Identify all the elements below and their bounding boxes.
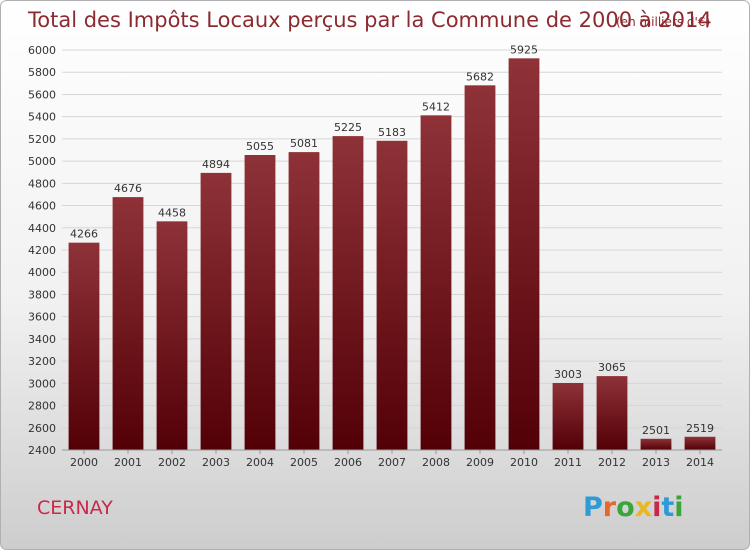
- bar-value-label: 5055: [246, 140, 274, 153]
- bar-value-label: 4676: [114, 182, 142, 195]
- proxiti-logo: Proxiti: [583, 492, 684, 523]
- bar-value-label: 5412: [422, 100, 450, 113]
- y-tick-label: 5800: [28, 66, 56, 79]
- bar: [420, 115, 452, 450]
- bar: [552, 383, 584, 450]
- x-axis: 2000 2001 2002 2003 2004 2005 2006 2007 2008 2009…: [62, 449, 722, 469]
- y-tick-label: 5200: [28, 133, 56, 146]
- bar: [244, 155, 276, 450]
- y-tick-label: 3400: [28, 333, 56, 346]
- y-tick-label: 3600: [28, 311, 56, 324]
- bar: [376, 140, 408, 450]
- bar: [112, 197, 144, 450]
- logo-letter: x: [635, 492, 652, 523]
- x-tick-label: 2012: [598, 456, 626, 469]
- logo-letter: i: [674, 492, 683, 523]
- y-tick-label: 6000: [28, 44, 56, 57]
- x-tick-label: 2010: [510, 456, 538, 469]
- logo-letter: P: [583, 492, 603, 523]
- y-tick-label: 3000: [28, 377, 56, 390]
- bar-value-label: 5682: [466, 70, 494, 83]
- bar: [288, 152, 320, 450]
- bar: [596, 376, 628, 450]
- bar-value-label: 4266: [70, 228, 98, 241]
- bars: [68, 58, 716, 450]
- y-tick-label: 4000: [28, 266, 56, 279]
- x-tick-label: 2003: [202, 456, 230, 469]
- bar: [68, 242, 100, 450]
- logo-letter: i: [652, 492, 661, 523]
- x-tick-label: 2005: [290, 456, 318, 469]
- x-tick-label: 2000: [70, 456, 98, 469]
- y-tick-label: 2800: [28, 400, 56, 413]
- x-tick-label: 2002: [158, 456, 186, 469]
- x-tick-label: 2001: [114, 456, 142, 469]
- chart-title-unit: (en milliers d'€): [616, 15, 710, 29]
- y-tick-label: 3200: [28, 355, 56, 368]
- bar-value-label: 5081: [290, 137, 318, 150]
- bar-value-label: 5225: [334, 121, 362, 134]
- bar-value-label: 5925: [510, 43, 538, 56]
- bar-value-label: 3003: [554, 368, 582, 381]
- commune-name: CERNAY: [37, 497, 113, 519]
- y-tick-label: 5400: [28, 111, 56, 124]
- x-tick-label: 2009: [466, 456, 494, 469]
- value-labels: 4266 4676 4458 4894 5055 5081 5225 5183 5412 5682…: [70, 43, 714, 436]
- x-tick-label: 2008: [422, 456, 450, 469]
- x-tick-label: 2004: [246, 456, 274, 469]
- x-tick-label: 2011: [554, 456, 582, 469]
- bar-value-label: 5183: [378, 126, 406, 139]
- bar-value-label: 2501: [642, 424, 670, 437]
- y-axis: 2400 2600 2800 3000 3200 3400 3600 3800 4000 4200…: [28, 44, 56, 457]
- y-tick-label: 4800: [28, 177, 56, 190]
- y-tick-label: 5000: [28, 155, 56, 168]
- x-tick-label: 2014: [686, 456, 714, 469]
- chart-title: Total des Impôts Locaux perçus par la Co…: [27, 8, 712, 32]
- x-tick-label: 2013: [642, 456, 670, 469]
- bar: [464, 85, 496, 450]
- logo-letter: o: [616, 492, 635, 523]
- bar-value-label: 3065: [598, 361, 626, 374]
- y-tick-label: 4200: [28, 244, 56, 257]
- x-tick-label: 2007: [378, 456, 406, 469]
- bar: [640, 438, 672, 450]
- bar-value-label: 4894: [202, 158, 230, 171]
- y-tick-label: 3800: [28, 288, 56, 301]
- y-tick-label: 4400: [28, 222, 56, 235]
- bar: [684, 436, 716, 450]
- bar: [508, 58, 540, 450]
- bar: [200, 172, 232, 450]
- bar: [332, 136, 364, 450]
- y-tick-label: 2600: [28, 422, 56, 435]
- x-tick-label: 2006: [334, 456, 362, 469]
- y-tick-label: 4600: [28, 200, 56, 213]
- logo-letter: r: [603, 492, 617, 523]
- bar-value-label: 2519: [686, 422, 714, 435]
- bar: [156, 221, 188, 450]
- y-tick-label: 2400: [28, 444, 56, 457]
- y-tick-label: 5600: [28, 88, 56, 101]
- bar-value-label: 4458: [158, 206, 186, 219]
- logo-letter: t: [661, 492, 674, 523]
